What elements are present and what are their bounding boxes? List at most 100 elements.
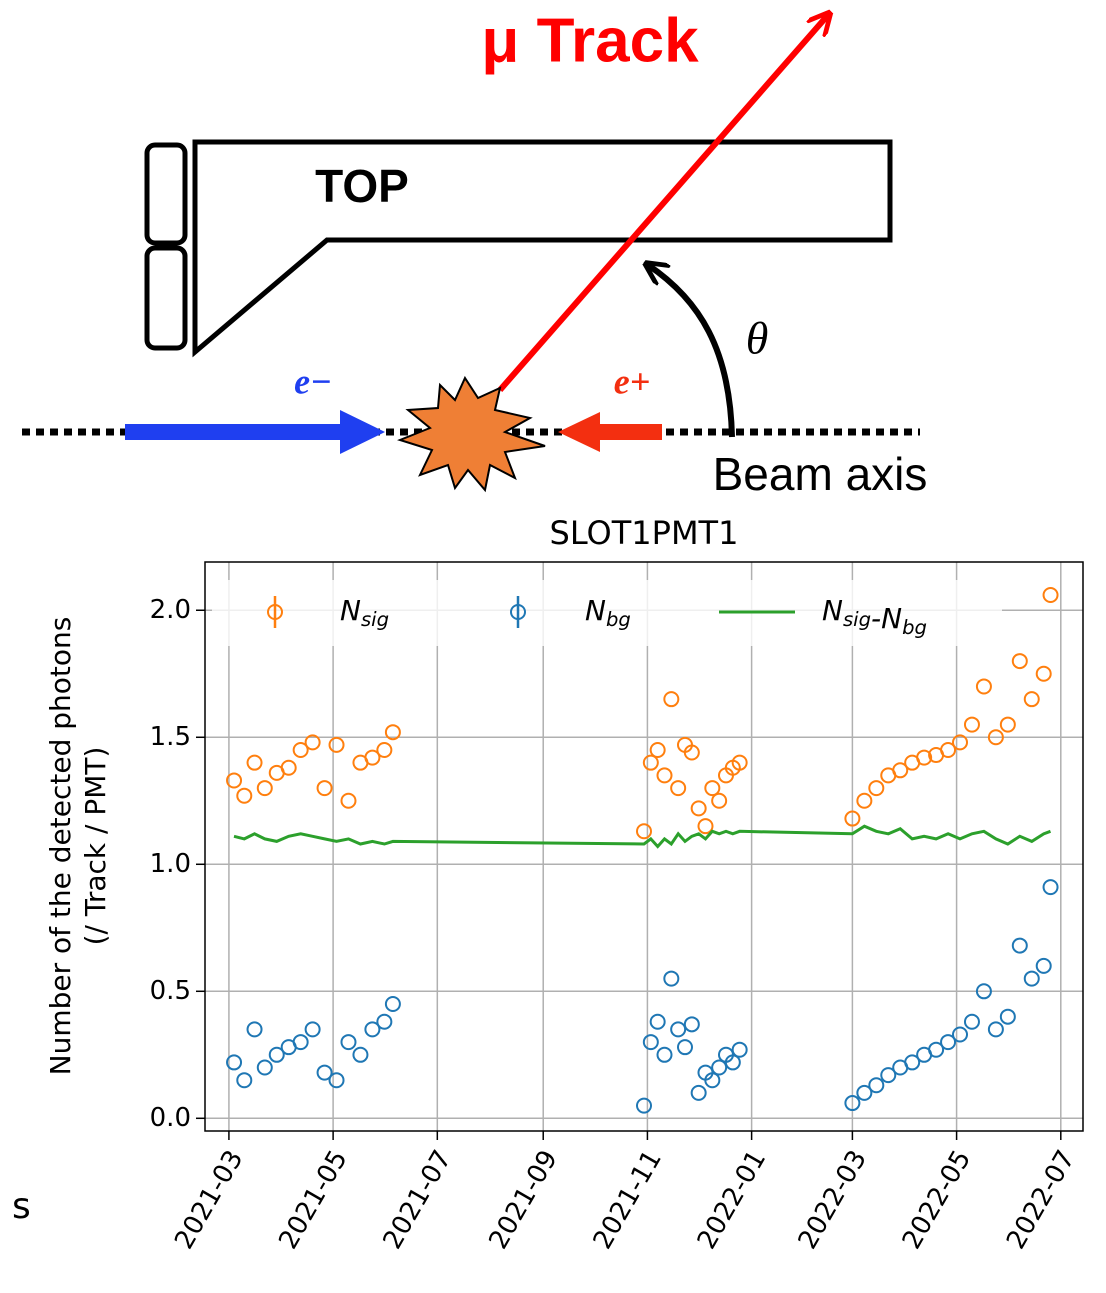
detector-label: TOP (315, 160, 409, 212)
data-point (384, 995, 401, 1012)
data-point (656, 1046, 673, 1063)
data-point (868, 780, 885, 797)
positron-label: e+ (614, 361, 651, 401)
data-point (663, 970, 680, 987)
data-point (963, 716, 980, 733)
data-line (233, 824, 1052, 849)
x-tick-label: 2021-11 (588, 1145, 668, 1254)
y-tick-label: 1.5 (150, 722, 191, 752)
data-point (316, 780, 333, 797)
data-point (670, 1021, 687, 1038)
data-point (656, 767, 673, 784)
plot: 2021-03 2021-05 2021-07 2021-09 2021-11 2022-… (150, 561, 1084, 1254)
angle-label: θ (746, 313, 769, 364)
data-point (952, 1026, 969, 1043)
data-point (304, 1021, 321, 1038)
diagram: TOP μ Track e− e+ θ Beam axis s (12, 6, 927, 1227)
data-point (236, 787, 253, 804)
y-tick-label: 0.0 (150, 1103, 191, 1133)
data-point (364, 749, 381, 766)
data-point (892, 762, 909, 779)
data-point (704, 1072, 721, 1089)
electron-arrow-head (340, 410, 385, 454)
y-tick-label: 0.5 (150, 976, 191, 1006)
data-point (670, 780, 687, 797)
data-point (352, 1046, 369, 1063)
data-point (928, 1041, 945, 1058)
data-point (856, 1084, 873, 1101)
data-point (704, 780, 721, 797)
data-point (376, 1013, 393, 1030)
data-point (376, 741, 393, 758)
muon-track (497, 15, 828, 392)
data-point (649, 741, 666, 758)
data-point (940, 741, 957, 758)
data-point (683, 744, 700, 761)
legend-swatch (510, 604, 526, 620)
x-tick-label: 2021-09 (483, 1145, 563, 1254)
data-point (316, 1064, 333, 1081)
track-label: μ Track (481, 6, 699, 75)
data-point (683, 1016, 700, 1033)
y-tick-label: 1.0 (150, 849, 191, 879)
x-tick-label: 2022-01 (692, 1145, 772, 1254)
data-point (636, 823, 652, 840)
edge-text: s (12, 1186, 31, 1227)
data-point (642, 754, 659, 771)
data-point (1023, 691, 1040, 708)
data-point (916, 749, 933, 766)
plot-frame (204, 561, 1084, 1132)
data-point (1023, 970, 1040, 987)
x-tick-label: 2021-07 (378, 1145, 458, 1254)
x-tick-label: 2021-05 (273, 1145, 353, 1254)
data-point (690, 800, 707, 817)
data-point (328, 736, 345, 753)
data-point (292, 741, 309, 758)
data-point (952, 734, 969, 751)
legend-swatch (267, 604, 283, 620)
x-tick-label: 2021-03 (169, 1145, 249, 1254)
data-point (642, 1034, 659, 1051)
positron-arrow-head (558, 412, 600, 452)
data-point (711, 792, 728, 809)
angle-arrow (648, 265, 735, 438)
detector-outline (192, 139, 893, 358)
x-tick-label: 2022-05 (897, 1145, 977, 1254)
data-point (246, 1021, 263, 1038)
pmt-box (144, 245, 188, 351)
data-point (731, 1041, 748, 1058)
data-point (246, 754, 263, 771)
data-point (256, 780, 273, 797)
data-point (1011, 653, 1028, 670)
data-point (690, 1084, 707, 1101)
data-point (1011, 937, 1028, 954)
data-point (868, 1077, 885, 1094)
pmt-box (144, 142, 188, 246)
legend-label: Nsig-Nbg (822, 594, 927, 639)
data-point (340, 792, 357, 809)
y-axis-label: (/ Track / PMT) (79, 747, 112, 946)
data-point (731, 754, 748, 771)
data-point (236, 1072, 253, 1089)
data-point (844, 1095, 861, 1112)
positron-arrow (598, 424, 662, 440)
electron-label: e− (294, 361, 332, 401)
data-point (940, 1034, 957, 1051)
data-point (292, 1034, 309, 1051)
data-point (226, 1054, 243, 1071)
data-point (975, 983, 992, 1000)
data-point (999, 716, 1016, 733)
data-point (856, 792, 873, 809)
x-tick-label: 2022-07 (1001, 1145, 1081, 1254)
data-point (280, 759, 297, 776)
data-point (364, 1021, 381, 1038)
data-point (724, 1054, 741, 1071)
data-point (663, 691, 680, 708)
data-point (963, 1013, 980, 1030)
electron-arrow (125, 424, 343, 440)
data-point (226, 772, 243, 789)
legend-label: Nbg (585, 594, 631, 631)
data-point (636, 1097, 652, 1114)
data-point (975, 678, 992, 695)
